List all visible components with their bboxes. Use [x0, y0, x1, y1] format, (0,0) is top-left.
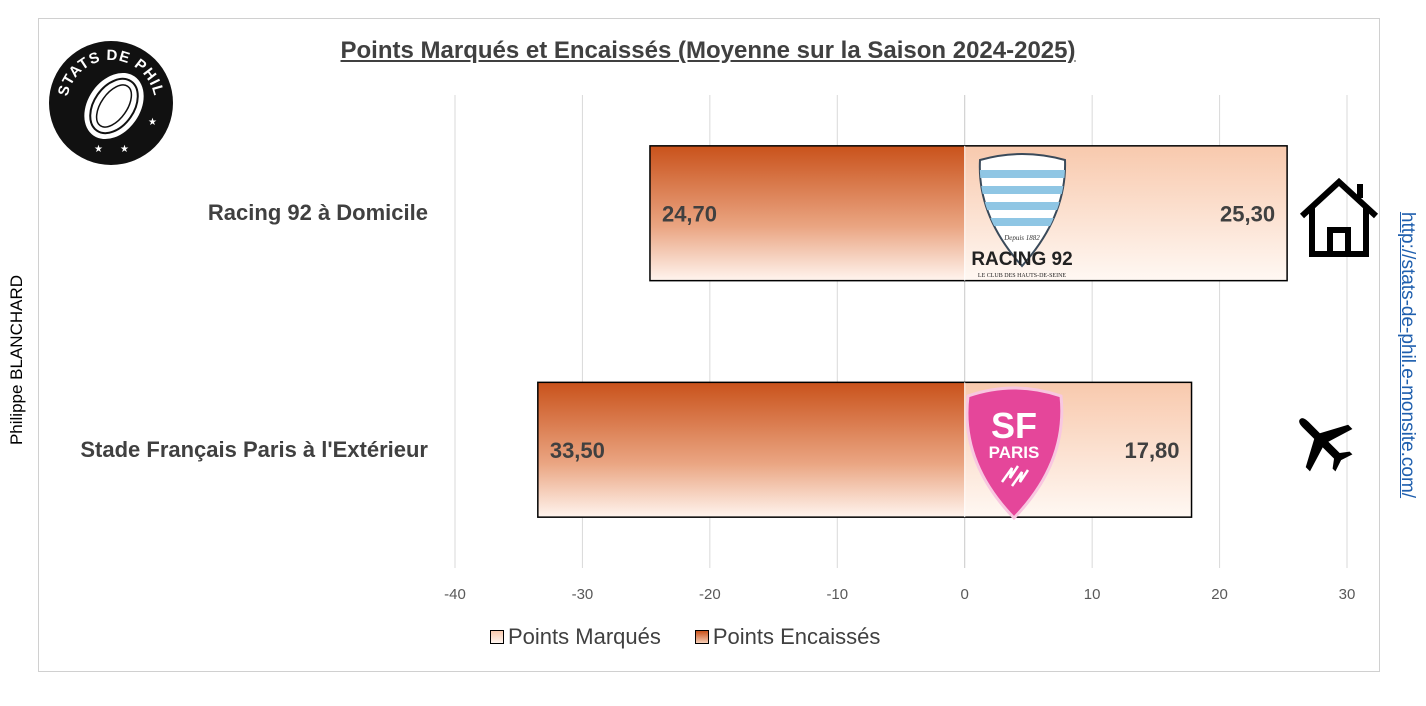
x-tick-label: -40	[444, 586, 466, 603]
category-label-racing: Racing 92 à Domicile	[207, 200, 428, 225]
svg-text:LE CLUB DES HAUTS-DE-SEINE: LE CLUB DES HAUTS-DE-SEINE	[978, 273, 1066, 279]
x-tick-label: 0	[961, 586, 969, 603]
x-tick-label: -10	[826, 586, 848, 603]
chart-title: Points Marqués et Encaissés (Moyenne sur…	[340, 37, 1076, 64]
x-tick-label: -30	[572, 586, 594, 603]
legend-label-scored: Points Marqués	[508, 624, 661, 649]
racing-92-logo: Depuis 1882 RACING 92 LE CLUB DES HAUTS-…	[971, 153, 1073, 279]
bar-conceded	[649, 145, 965, 281]
bars: 24,70 25,30 33,50 17,80	[537, 145, 1288, 518]
data-label-conceded: 24,70	[662, 201, 717, 226]
svg-text:PARIS: PARIS	[989, 443, 1040, 462]
x-tick-label: 10	[1084, 586, 1101, 603]
category-label-sf: Stade Français Paris à l'Extérieur	[80, 437, 428, 462]
plane-icon	[1299, 418, 1353, 472]
svg-text:SF: SF	[991, 405, 1037, 446]
data-label-scored: 17,80	[1124, 438, 1179, 463]
svg-text:★: ★	[94, 144, 103, 155]
legend-swatch-conceded	[694, 630, 709, 644]
legend-swatch-scored	[490, 630, 504, 644]
data-label-conceded: 33,50	[550, 438, 605, 463]
x-tick-label: 30	[1339, 586, 1356, 603]
svg-text:★: ★	[120, 144, 129, 155]
house-icon	[1299, 177, 1379, 257]
stade-francais-logo: SF PARIS	[965, 386, 1064, 520]
x-tick-label: -20	[699, 586, 721, 603]
legend-item-conceded: Points Encaissés	[694, 624, 881, 650]
x-axis-ticks: -40 -30 -20 -10 0 10 20 30	[444, 586, 1355, 603]
x-tick-label: 20	[1211, 586, 1228, 603]
svg-text:★: ★	[148, 117, 157, 128]
legend-item-scored: Points Marqués	[490, 624, 661, 650]
data-label-scored: 25,30	[1220, 201, 1275, 226]
svg-text:RACING 92: RACING 92	[971, 249, 1072, 270]
svg-text:Depuis 1882: Depuis 1882	[1003, 234, 1040, 242]
legend: Points Marqués Points Encaissés	[490, 624, 880, 650]
bar-conceded	[537, 382, 965, 518]
bar-outline	[537, 381, 1193, 518]
legend-label-conceded: Points Encaissés	[712, 624, 881, 649]
stats-de-phil-logo: STATS DE PHIL ★ ★ ★	[49, 41, 173, 165]
bar-outline	[649, 145, 1288, 282]
chart-frame	[38, 18, 1380, 672]
